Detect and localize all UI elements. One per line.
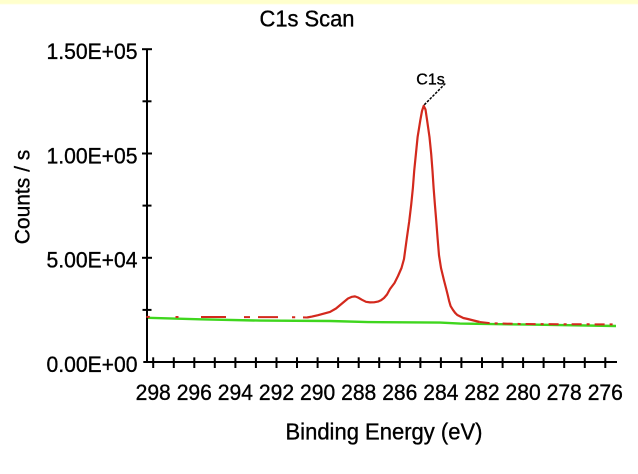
- svg-text:278: 278: [547, 380, 582, 405]
- svg-text:5.00E+04: 5.00E+04: [47, 248, 138, 273]
- svg-text:284: 284: [423, 380, 458, 405]
- svg-text:298: 298: [136, 380, 171, 405]
- svg-text:288: 288: [341, 380, 376, 405]
- svg-text:1.00E+05: 1.00E+05: [47, 143, 138, 168]
- svg-text:1.50E+05: 1.50E+05: [47, 39, 138, 64]
- svg-text:286: 286: [382, 380, 417, 405]
- svg-text:C1s: C1s: [416, 71, 444, 88]
- svg-text:Binding Energy (eV): Binding Energy (eV): [286, 419, 483, 445]
- svg-text:Counts / s: Counts / s: [12, 150, 35, 245]
- svg-text:282: 282: [464, 380, 499, 405]
- svg-text:0.00E+00: 0.00E+00: [47, 352, 138, 377]
- svg-text:280: 280: [506, 380, 541, 405]
- svg-text:C1s Scan: C1s Scan: [260, 6, 355, 32]
- svg-text:296: 296: [177, 380, 212, 405]
- svg-text:294: 294: [218, 380, 253, 405]
- svg-text:276: 276: [588, 380, 623, 405]
- svg-text:292: 292: [259, 380, 294, 405]
- svg-text:290: 290: [300, 380, 335, 405]
